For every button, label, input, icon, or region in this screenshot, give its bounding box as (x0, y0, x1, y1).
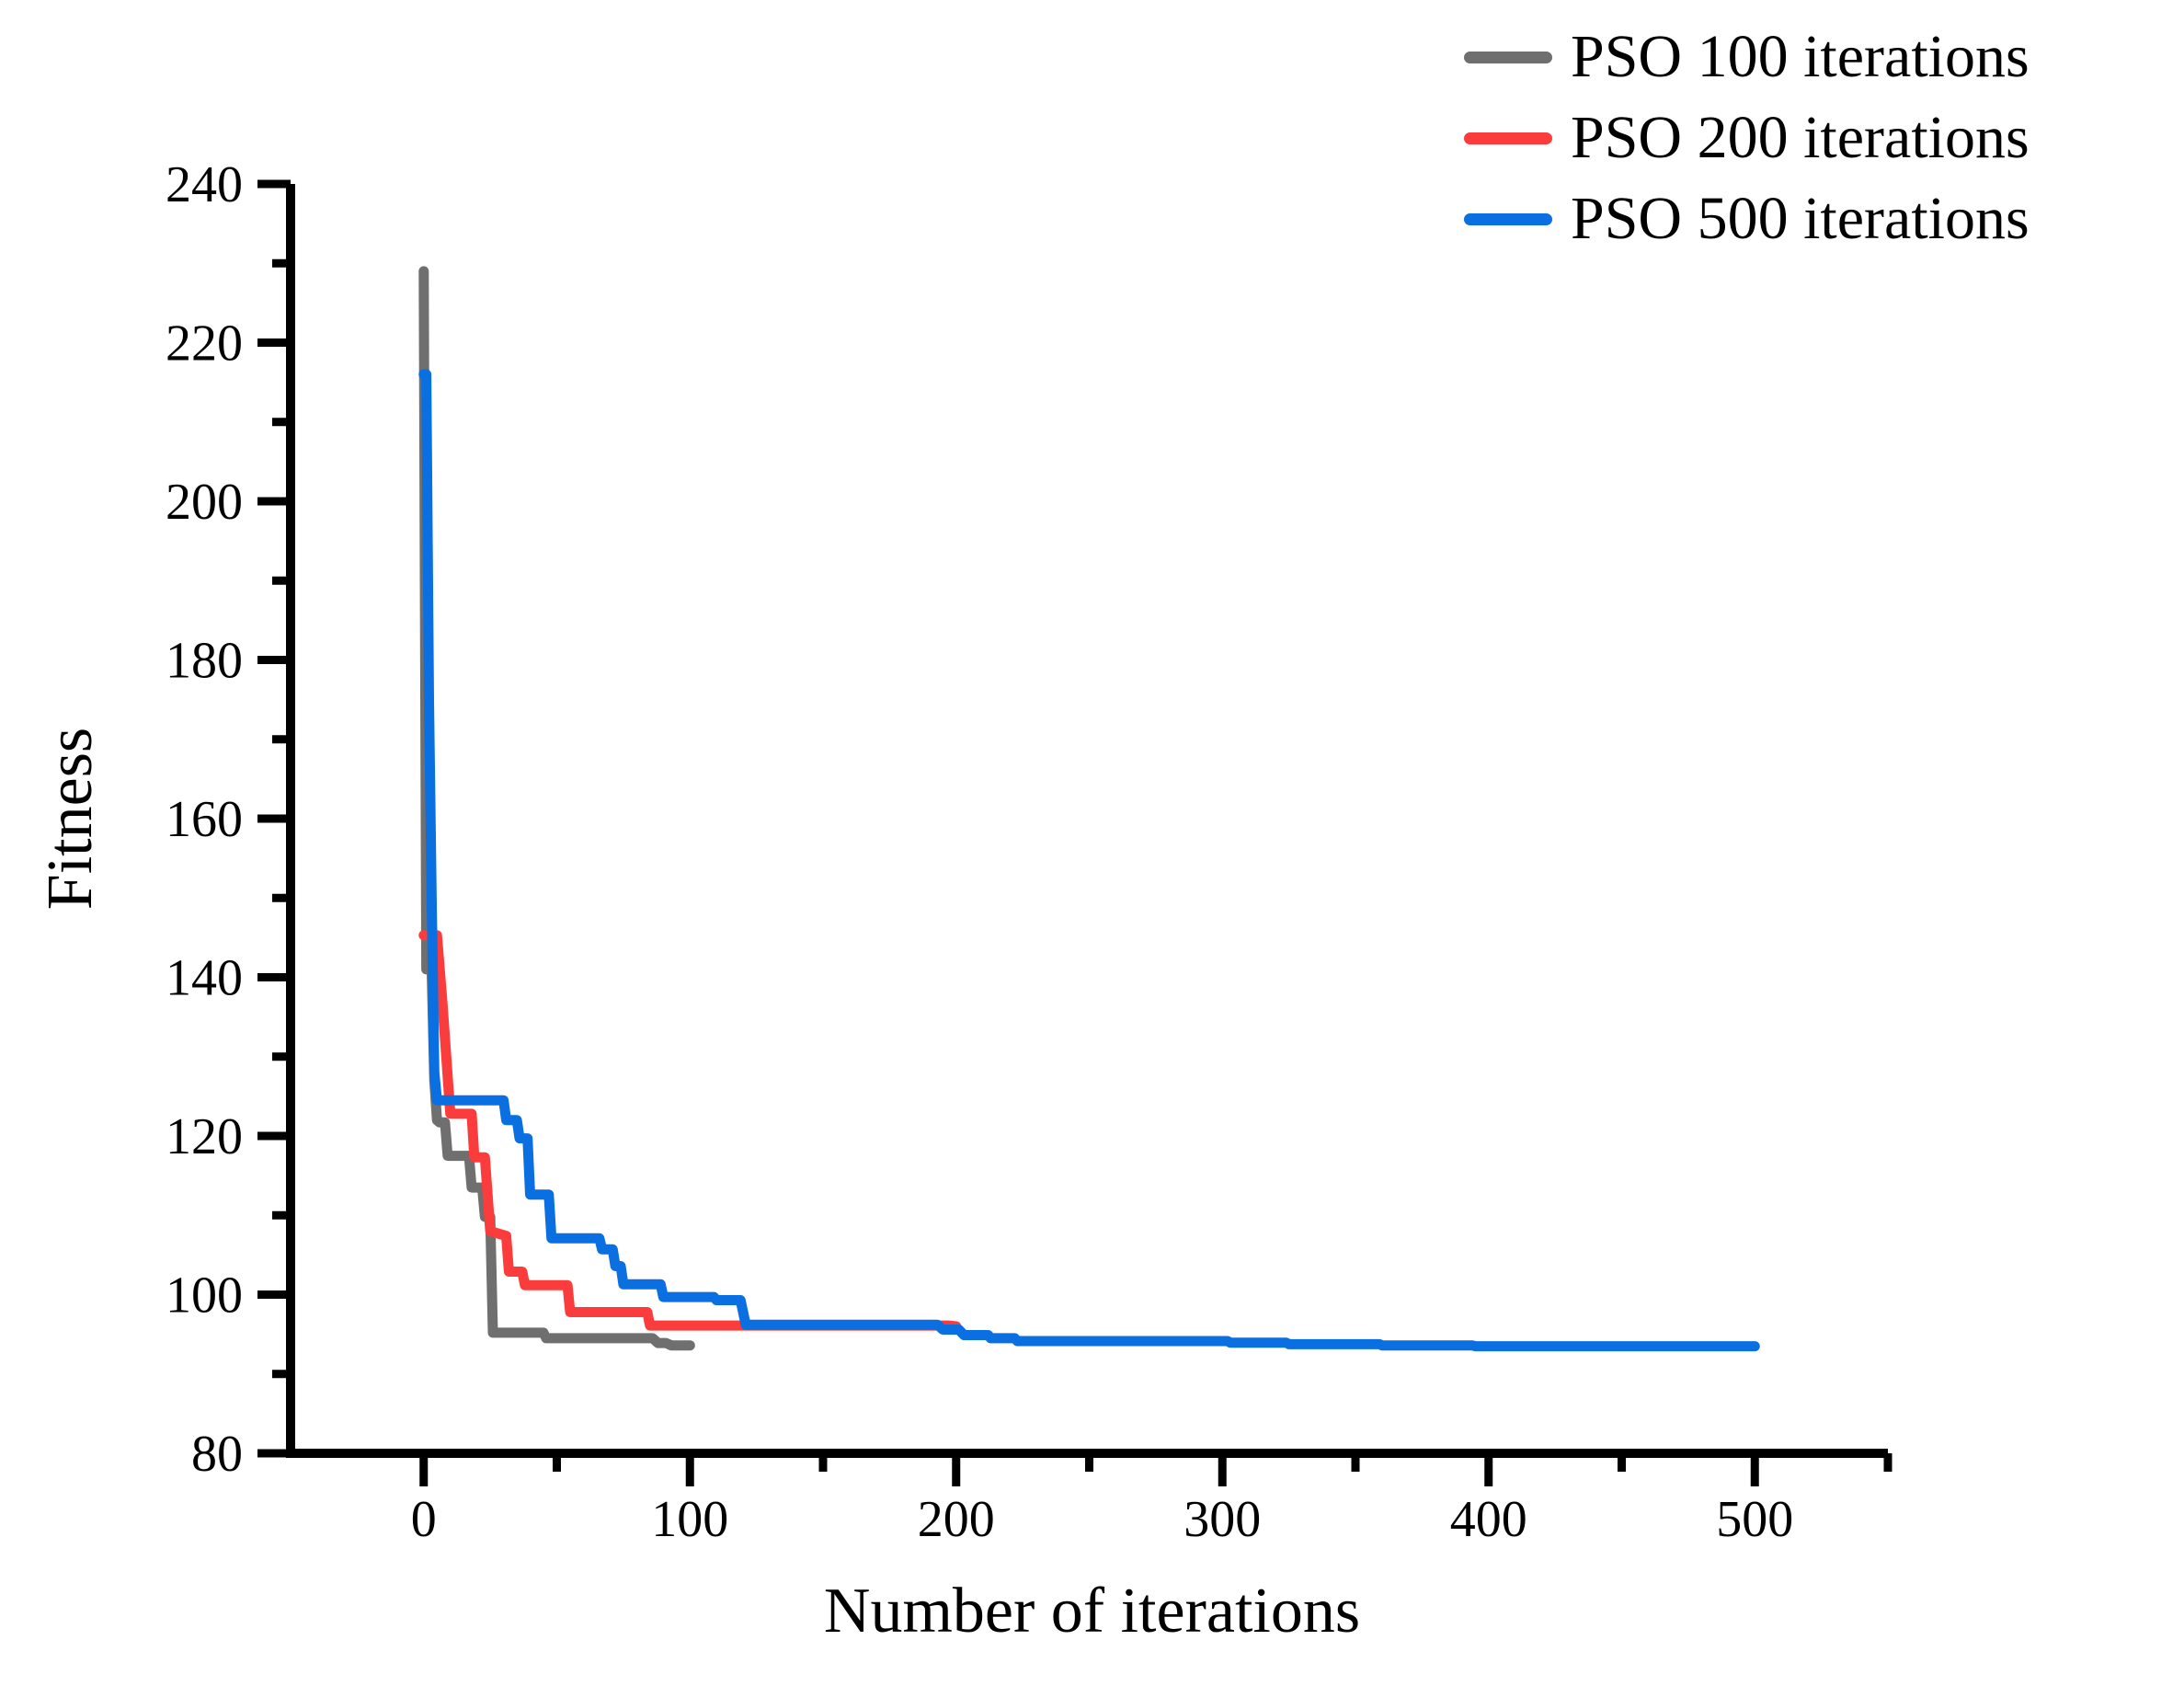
y-tick-label: 140 (166, 950, 243, 1007)
legend-line-swatch-blue (1464, 212, 1552, 225)
legend-label: PSO 100 iterations (1571, 23, 2030, 90)
y-tick-label: 100 (166, 1267, 243, 1325)
y-tick-label: 120 (166, 1108, 243, 1165)
y-tick-label: 80 (191, 1426, 243, 1483)
axis-spines (286, 184, 1888, 1458)
legend-item-pso-200: PSO 200 iterations (1464, 97, 2030, 178)
series-line-pso-500 (418, 369, 1760, 1352)
series-line-pso-200 (418, 930, 962, 1332)
legend-line-swatch-gray (1464, 51, 1552, 63)
x-tick-label: 300 (1183, 1491, 1261, 1548)
legend-label: PSO 500 iterations (1571, 185, 2030, 252)
legend-line-swatch-red (1464, 132, 1552, 144)
x-axis-title: Number of iterations (823, 1576, 1361, 1646)
x-tick-label: 100 (651, 1491, 728, 1548)
y-tick-label: 220 (166, 315, 243, 373)
y-tick-label: 240 (166, 156, 243, 213)
y-axis-title: Fitness (35, 727, 106, 911)
y-tick-label: 200 (166, 474, 243, 531)
x-tick-label: 0 (411, 1491, 437, 1548)
x-tick-label: 400 (1450, 1491, 1527, 1548)
legend-item-pso-100: PSO 100 iterations (1464, 17, 2030, 97)
legend-item-pso-500: PSO 500 iterations (1464, 178, 2030, 259)
series-layer (418, 266, 1760, 1352)
legend: PSO 100 iterations PSO 200 iterations PS… (1464, 17, 2030, 259)
series-line-pso-100 (418, 266, 695, 1351)
x-tick-label: 500 (1716, 1491, 1793, 1548)
axes-layer: 0 100 200 300 400 500 80 100 120 140 160 180 200 220 2… (166, 156, 1892, 1548)
y-tick-label: 160 (166, 791, 243, 848)
x-tick-label: 200 (918, 1491, 995, 1548)
legend-label: PSO 200 iterations (1571, 104, 2030, 171)
y-tick-label: 180 (166, 633, 243, 690)
